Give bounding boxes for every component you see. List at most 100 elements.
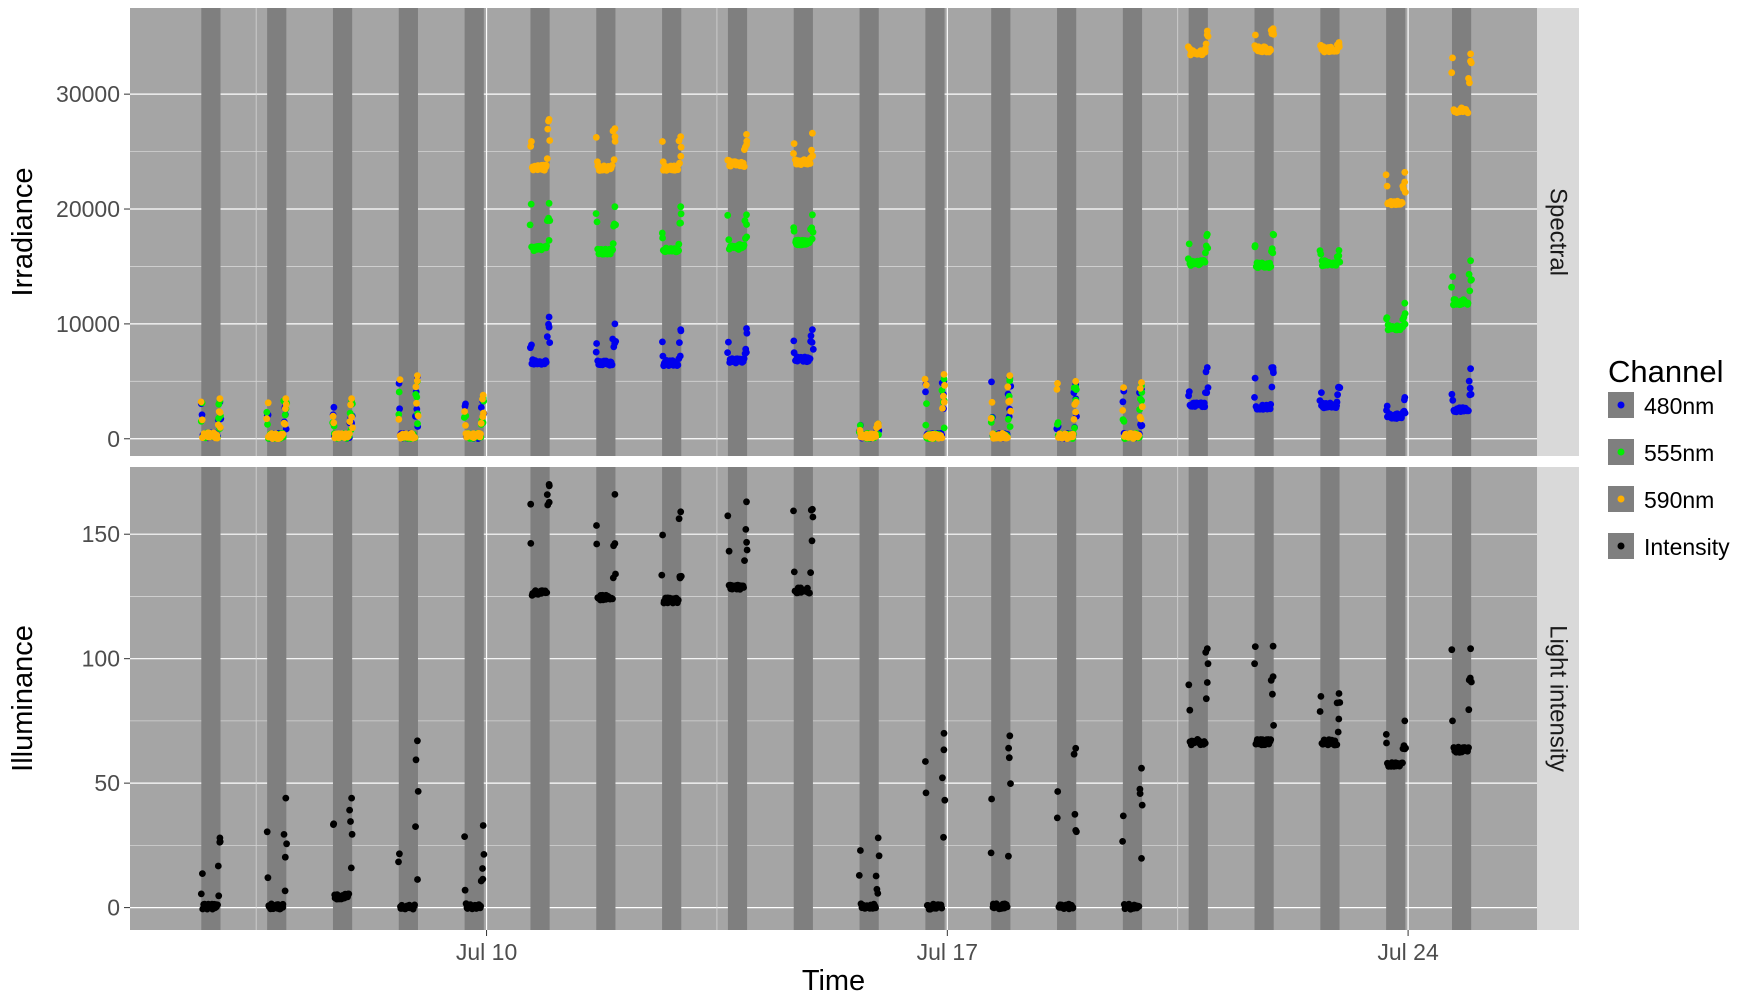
data-point [610,156,618,164]
data-point [414,420,421,428]
data-point [872,433,880,440]
data-point [1204,660,1212,668]
data-point [1468,678,1475,686]
data-point [197,890,205,898]
data-point [477,902,484,910]
data-point [1401,320,1409,328]
data-point [395,858,402,866]
data-point [216,424,224,431]
data-point [412,823,419,830]
y-tick-label: 150 [82,521,120,547]
data-point [941,381,948,389]
data-point [281,853,289,861]
data-point [790,140,798,148]
dark-period-band [332,8,353,456]
data-point [216,834,224,842]
data-point [1054,380,1061,387]
data-point [396,376,404,383]
data-point [1004,434,1011,442]
data-point [741,557,748,564]
data-point [740,355,748,363]
data-point [1204,244,1212,252]
data-point [1467,365,1474,373]
data-point [1267,46,1274,54]
data-point [1383,314,1391,321]
data-point [1269,25,1277,33]
data-point [1119,812,1127,820]
data-point [923,400,930,407]
y-tick-label: 0 [107,426,120,452]
data-point [743,233,751,241]
data-point [1252,31,1259,39]
data-point [659,531,666,539]
data-point [938,904,946,912]
data-point [1464,299,1472,307]
data-point [1138,379,1145,386]
data-point [1073,828,1080,836]
data-point [1448,69,1456,77]
data-point [1465,270,1473,278]
data-point [743,325,750,332]
data-point [1203,230,1211,238]
data-point [1269,690,1276,698]
data-point [1204,33,1212,40]
facet-strip-label: Light intensity [1545,625,1572,772]
data-point [808,235,816,243]
data-point [921,375,929,383]
data-point [608,162,616,169]
data-point [743,498,750,506]
dark-period-band [793,467,813,930]
dark-period-band [793,8,813,456]
dark-period-band [530,467,550,930]
data-point [1005,754,1013,762]
y-tick-label: 20000 [56,196,120,222]
data-point [1334,391,1341,399]
data-point [264,399,272,407]
data-point [676,352,684,360]
data-point [1335,715,1343,723]
data-point [1251,660,1258,668]
data-point [282,794,290,802]
data-point [479,875,487,883]
data-point [1336,258,1344,266]
data-point [1069,904,1077,912]
data-point [1204,384,1212,391]
data-point [1448,390,1456,398]
data-point [1006,423,1014,430]
data-point [592,348,600,356]
data-point [1054,419,1062,426]
data-point [1335,383,1343,391]
data-point [1316,708,1324,715]
data-point [1136,385,1144,392]
data-point [411,434,419,441]
data-point [281,411,289,419]
data-point [674,361,682,369]
data-point [808,537,816,545]
data-point [611,138,619,145]
data-point [743,131,750,138]
data-point [874,420,882,428]
data-point [940,392,947,400]
data-point [1203,645,1211,653]
y-tick-label: 10000 [56,311,120,337]
data-point [1401,409,1409,417]
data-point [1138,801,1146,809]
data-point [543,333,551,341]
dark-period-band [1122,467,1143,930]
data-point [938,387,946,394]
data-point [941,796,949,804]
data-point [263,415,271,423]
data-point [1402,744,1409,752]
data-point [1072,377,1080,385]
data-point [1401,178,1409,186]
data-point [545,116,553,123]
data-point [676,159,683,167]
data-point [1268,383,1276,391]
data-point [1072,408,1079,416]
data-point [479,822,487,829]
data-point [857,847,864,854]
data-point [213,434,221,442]
data-point [542,358,550,366]
data-point [677,219,684,227]
data-point [1053,386,1061,393]
